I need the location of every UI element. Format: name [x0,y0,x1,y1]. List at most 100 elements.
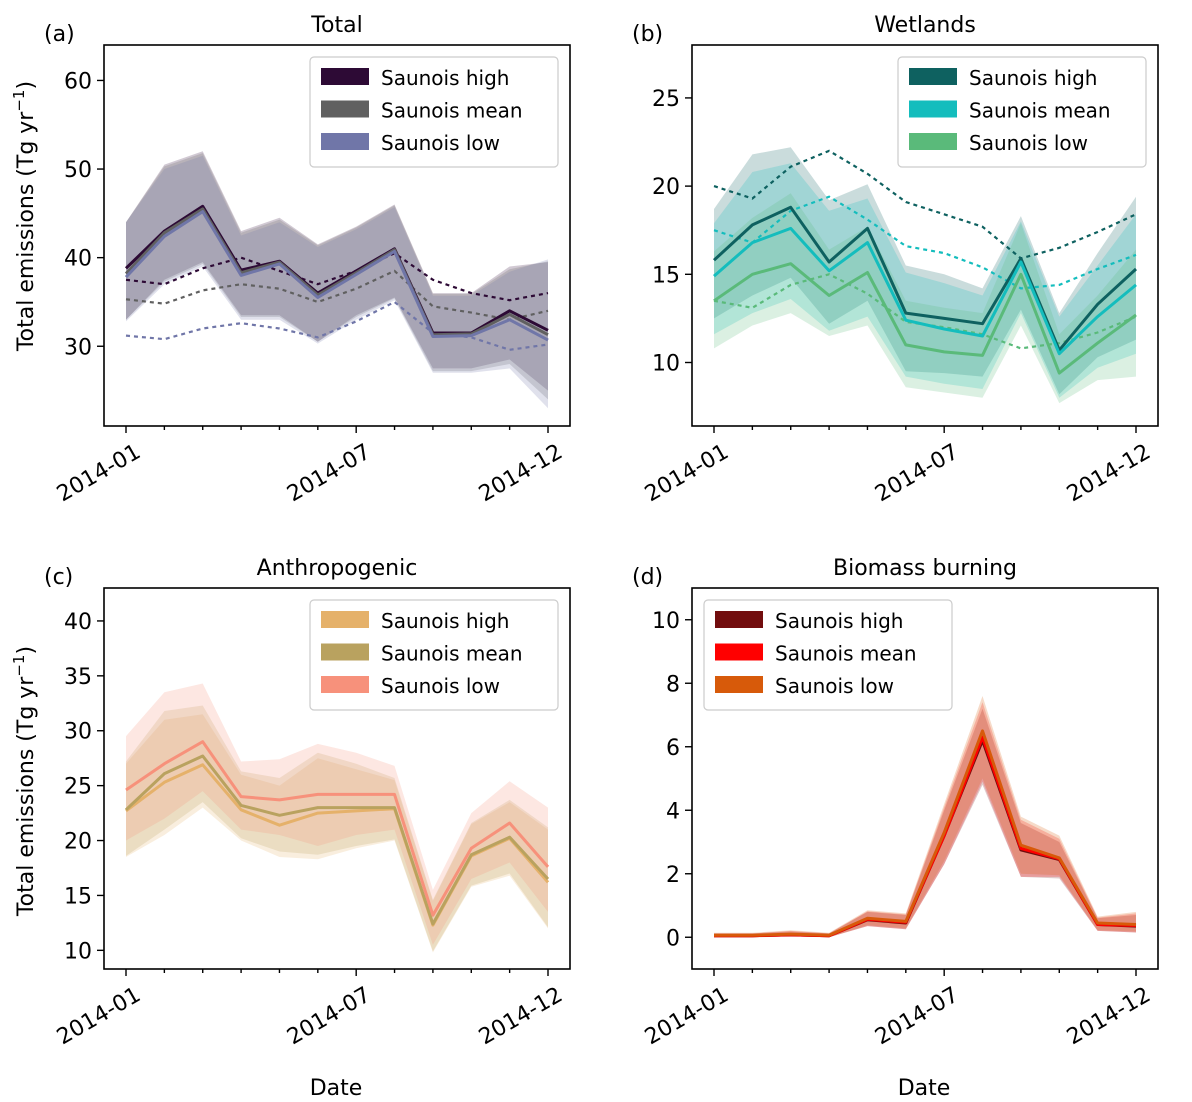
series-line-2 [124,207,549,337]
y-tick-label: 10 [64,939,92,964]
series-line-3 [714,729,1137,937]
series-line-2 [713,226,1137,356]
y-tick-label: 15 [652,263,680,288]
plot-area [124,151,549,409]
y-tick-label: 4 [666,799,680,824]
x-tick-label: 2014-01 [641,440,733,508]
legend-swatch [909,100,957,118]
legend: Saunois high Saunois mean Saunois low [309,599,559,711]
svg-text:Total emissions (Tg yr−1): Total emissions (Tg yr−1) [10,81,39,352]
y-tick-label: 0 [666,926,680,951]
x-tick-label: 2014-12 [475,983,567,1051]
band-2 [714,163,1136,398]
x-tick-label: 2014-12 [475,440,567,508]
legend-frame [309,599,559,711]
plot-area [124,683,550,953]
ylabel-bottom: Total emissions (Tg yr−1) [10,646,39,917]
prior-line-2 [713,195,1137,290]
legend-label: Saunois low [381,674,500,698]
xlabel-left: Date [310,1076,363,1101]
y-tick-label: 35 [64,665,92,690]
y-tick-label: 40 [64,247,92,272]
y-tick-label: 10 [652,352,680,377]
legend: Saunois high Saunois mean Saunois low [703,599,953,711]
x-tick-label: 2014-07 [283,440,375,508]
legend: Saunois high Saunois mean Saunois low [897,56,1147,168]
x-tick-label: 2014-12 [1063,440,1155,508]
legend-swatch [715,611,763,628]
ylabel-suffix-bottom: ) [14,646,39,655]
y-tick-label: 20 [652,175,680,200]
band-1 [126,714,548,953]
prior-line-1 [125,251,549,302]
band-2 [126,705,548,952]
y-tick-label: 10 [652,609,680,634]
x-tick-label: 2014-01 [53,983,145,1051]
legend-swatch [909,68,957,85]
axes-frame [103,44,571,427]
y-tick-label: 20 [64,830,92,855]
y-tick-label: 25 [652,87,680,112]
axes-frame [691,44,1159,427]
legend-label: Saunois high [775,609,903,633]
panel-label: (b) [632,22,663,47]
panel-3: 10 15 20 25 30 35 40 2014-01 2014-07 2014-12 Anthr… [44,556,571,1051]
legend-swatch [715,676,763,693]
y-tick-label: 15 [64,884,92,909]
panel-4: 0 2 4 6 8 10 2014-01 2014-07 2014-12 Biomass burn… [632,556,1159,1051]
ylabel-prefix-top: Total emissions (Tg yr [14,111,39,352]
legend-frame [309,56,559,168]
axes-frame [103,587,571,970]
x-tick-label: 2014-01 [53,440,145,508]
legend-frame [703,599,953,711]
x-tick-label: 2014-07 [871,440,963,508]
y-tick-label: 25 [64,775,92,800]
legend-label: Saunois mean [381,642,523,666]
panel-title: Biomass burning [833,556,1017,581]
panel-title: Total [310,13,362,38]
legend-label: Saunois low [381,131,500,155]
legend-label: Saunois high [381,609,509,633]
legend-label: Saunois mean [969,99,1111,123]
series-line-3 [125,740,550,917]
legend: Saunois high Saunois mean Saunois low [309,56,559,168]
legend-swatch [321,676,369,693]
legend-swatch [909,133,957,150]
band-2 [714,702,1136,938]
legend-frame [897,56,1147,168]
band-1 [714,147,1136,395]
band-3 [714,193,1136,404]
plot-area [712,147,1138,404]
legend-swatch [321,100,369,118]
x-tick-label: 2014-12 [1063,983,1155,1051]
ylabel-top: Total emissions (Tg yr−1) [10,81,39,352]
series-line-1 [714,738,1137,938]
legend-label: Saunois low [969,131,1088,155]
legend-label: Saunois high [969,66,1097,90]
y-tick-label: 50 [64,158,92,183]
x-tick-label: 2014-07 [283,983,375,1051]
panel-label: (d) [632,565,663,590]
y-tick-label: 40 [64,610,92,635]
legend-label: Saunois high [381,66,509,90]
series-line-3 [713,262,1137,375]
band-1 [714,708,1136,938]
band-3 [126,683,548,945]
legend-label: Saunois mean [381,99,523,123]
y-tick-label: 30 [64,335,92,360]
y-tick-label: 60 [64,69,92,94]
series-line-1 [712,205,1138,352]
ylabel-exp-top: −1 [10,90,28,112]
legend-swatch [715,643,763,661]
y-tick-label: 2 [666,863,680,888]
legend-swatch [321,68,369,85]
band-3 [714,696,1136,938]
prior-line-1 [713,149,1137,260]
series-line-2 [714,735,1137,938]
legend-swatch [321,643,369,661]
legend-label: Saunois mean [775,642,917,666]
x-tick-label: 2014-07 [871,983,963,1051]
ylabel-exp-bottom: −1 [10,655,28,677]
panel-label: (c) [44,565,73,590]
